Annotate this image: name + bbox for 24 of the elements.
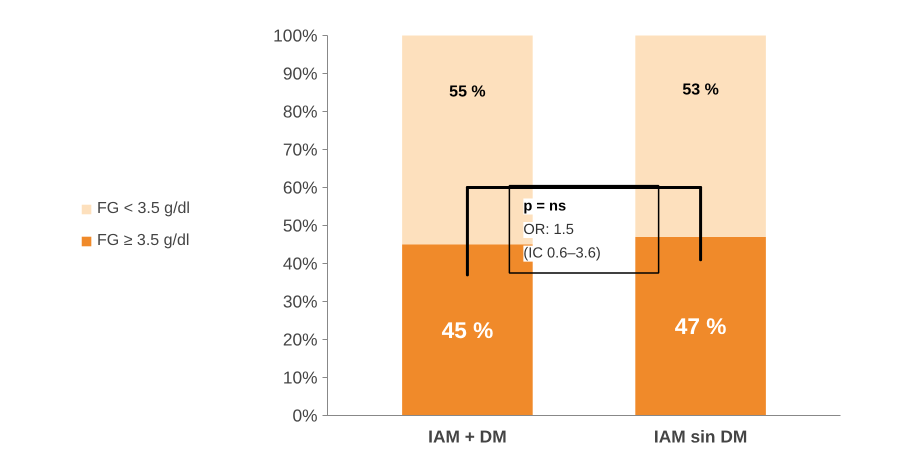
data-label: 47 % <box>674 313 726 340</box>
bar <box>635 36 766 237</box>
legend-label: FG ≥ 3.5 g/dl <box>97 232 190 250</box>
y-tick-label: 0% <box>292 406 318 426</box>
y-tick-label: 40% <box>282 254 318 274</box>
y-tick-label: 80% <box>282 102 318 122</box>
y-tick-label: 20% <box>282 330 318 350</box>
x-tick-label: IAM sin DM <box>654 426 748 446</box>
y-tick-label: 50% <box>282 216 318 236</box>
y-tick-label: 70% <box>282 140 318 160</box>
y-tick-label: 10% <box>282 368 318 388</box>
annotation: p = ns <box>523 198 566 214</box>
y-tick-label: 60% <box>282 178 318 198</box>
data-label: 55 % <box>449 83 486 100</box>
y-tick-label: 30% <box>282 292 318 312</box>
data-label: 53 % <box>682 81 719 98</box>
legend-label: FG < 3.5 g/dl <box>97 200 190 218</box>
bar <box>635 236 766 416</box>
annotation: (IC 0.6–3.6) <box>523 246 601 262</box>
y-tick-label: 100% <box>273 26 318 46</box>
annotation: OR: 1.5 <box>523 222 574 238</box>
x-tick-label: IAM + DM <box>428 426 507 446</box>
data-label: 45 % <box>442 317 494 343</box>
y-tick-label: 90% <box>282 64 318 84</box>
